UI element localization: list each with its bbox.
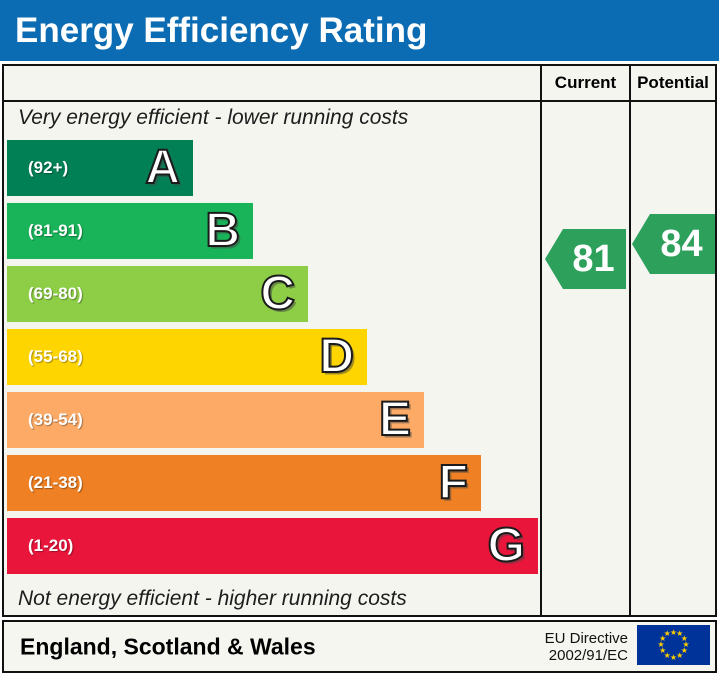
band-d: (55-68) D [7,329,367,385]
column-divider-potential [629,66,631,615]
eu-flag-star: ★ [669,652,678,662]
band-f: (21-38) F [7,455,481,511]
eu-flag-star: ★ [659,646,667,656]
eu-flag-star: ★ [676,629,684,639]
top-note: Very energy efficient - lower running co… [18,106,409,129]
eu-flag-star: ★ [676,650,684,660]
eu-directive-line1: EU Directive [544,629,628,647]
eu-flag-icon: ★ ★ ★ ★ ★ ★ ★ ★ ★ ★ ★ ★ [637,625,710,665]
eu-flag-star: ★ [680,646,688,656]
potential-rating-value: 84 [660,222,703,265]
band-range: (39-54) [28,410,83,429]
band-c: (69-80) C [7,266,308,322]
eu-flag-star: ★ [663,629,671,639]
potential-rating-arrow: 84 [632,214,715,274]
bottom-note: Not energy efficient - higher running co… [18,587,407,610]
band-letter: A [144,141,181,194]
eu-flag-star: ★ [680,633,688,643]
eu-flag-star: ★ [657,640,665,649]
band-letter: B [204,204,241,257]
title-bar: Energy Efficiency Rating [0,0,719,61]
rating-table: Current Potential Very energy efficient … [2,64,717,617]
region-label: England, Scotland & Wales [20,633,316,659]
band-letter: G [487,519,526,572]
eu-flag-star: ★ [659,633,667,643]
band-letter: C [259,267,296,320]
column-divider-current [540,66,542,615]
eu-flag-star: ★ [682,640,690,649]
current-column-header: Current [554,73,617,92]
page-title: Energy Efficiency Rating [15,10,428,50]
eu-flag-star: ★ [663,650,671,660]
band-range: (92+) [28,158,69,177]
eu-directive-label: EU Directive 2002/91/EC [545,630,628,664]
header-divider [4,100,715,102]
band-range: (1-20) [28,536,74,555]
band-range: (81-91) [28,221,83,240]
current-rating-value: 81 [572,237,615,280]
band-range: (69-80) [28,284,83,303]
band-e: (39-54) E [7,392,424,448]
band-letter: E [378,393,412,446]
band-b: (81-91) B [7,203,253,259]
band-g: (1-20) G [7,518,538,574]
footer-bar: England, Scotland & Wales EU Directive 2… [2,620,717,673]
band-letter: F [438,456,469,509]
band-letter: D [318,330,355,383]
band-range: (21-38) [28,473,83,492]
potential-column-header: Potential [637,73,709,92]
band-a: (92+) A [7,140,193,196]
eu-directive-line2: 2002/91/EC [548,646,628,664]
eu-flag-star: ★ [669,627,678,637]
band-range: (55-68) [28,347,83,366]
current-rating-arrow: 81 [545,229,626,289]
